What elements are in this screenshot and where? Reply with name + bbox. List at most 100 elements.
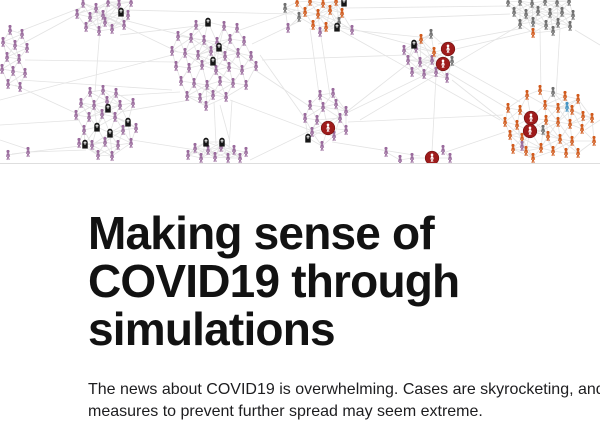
epidemic-network-visualization <box>0 0 600 164</box>
person-node-icon <box>286 22 291 34</box>
critical-case-icon <box>320 120 336 136</box>
person-node-icon <box>198 92 203 104</box>
person-node-icon <box>556 17 561 29</box>
person-node-icon <box>103 16 108 28</box>
person-node-icon <box>551 25 556 37</box>
tombstone-icon <box>118 7 124 17</box>
person-node-icon <box>311 19 316 31</box>
person-node-icon <box>238 152 243 163</box>
person-node-icon <box>565 101 570 113</box>
page-title-line: simulations <box>88 303 336 355</box>
person-node-icon <box>117 0 122 10</box>
person-node-icon <box>96 149 101 161</box>
critical-case-icon <box>424 150 440 163</box>
person-node-icon <box>592 135 597 147</box>
tombstone-icon <box>125 117 131 127</box>
person-node-icon <box>129 137 134 149</box>
person-node-icon <box>331 87 336 99</box>
person-node-icon <box>551 145 556 157</box>
person-node-icon <box>318 89 323 101</box>
tombstone-icon <box>334 22 340 32</box>
person-node-icon <box>224 91 229 103</box>
person-node-icon <box>97 25 102 37</box>
person-node-icon <box>254 60 259 72</box>
tombstone-icon <box>210 56 216 66</box>
person-node-icon <box>84 21 89 33</box>
person-node-icon <box>13 39 18 51</box>
person-node-icon <box>209 45 214 57</box>
person-node-icon <box>539 142 544 154</box>
critical-case-icon <box>435 56 451 72</box>
person-node-icon <box>75 8 80 20</box>
person-node-icon <box>283 2 288 14</box>
person-node-icon <box>116 139 121 151</box>
person-node-icon <box>568 20 573 32</box>
tombstone-icon <box>305 133 311 143</box>
person-node-icon <box>110 23 115 35</box>
person-node-icon <box>244 146 249 158</box>
tombstone-icon <box>203 137 209 147</box>
person-node-icon <box>131 97 136 109</box>
person-node-icon <box>580 123 585 135</box>
person-node-icon <box>183 47 188 59</box>
person-node-icon <box>186 149 191 161</box>
tombstone-icon <box>94 122 100 132</box>
person-node-icon <box>236 47 241 59</box>
tombstone-icon <box>411 39 417 49</box>
article-header: Making sense of COVID19 through simulati… <box>88 209 600 423</box>
person-node-icon <box>185 90 190 102</box>
person-node-icon <box>18 81 23 93</box>
critical-case-icon <box>522 123 538 139</box>
person-node-icon <box>25 42 30 54</box>
person-node-icon <box>211 89 216 101</box>
person-node-icon <box>88 86 93 98</box>
person-node-icon <box>576 147 581 159</box>
person-node-icon <box>508 129 513 141</box>
tombstone-icon <box>219 137 225 147</box>
person-node-icon <box>193 142 198 154</box>
person-node-icon <box>350 24 355 36</box>
person-node-icon <box>244 79 249 91</box>
person-node-icon <box>240 64 245 76</box>
person-node-icon <box>26 146 31 158</box>
person-node-icon <box>129 0 134 8</box>
network-graph-canvas <box>0 0 600 163</box>
tombstone-icon <box>105 103 111 113</box>
tombstone-icon <box>216 42 222 52</box>
person-node-icon <box>204 100 209 112</box>
person-node-icon <box>295 0 300 8</box>
tombstone-icon <box>107 128 113 138</box>
page-title-line: Making sense of <box>88 207 435 259</box>
person-node-icon <box>518 18 523 30</box>
person-node-icon <box>511 143 516 155</box>
person-node-icon <box>6 78 11 90</box>
person-node-icon <box>1 36 6 48</box>
person-node-icon <box>122 19 127 31</box>
person-node-icon <box>227 61 232 73</box>
tombstone-icon <box>341 0 347 7</box>
person-node-icon <box>320 140 325 152</box>
person-node-icon <box>334 98 339 110</box>
critical-case-icon <box>440 41 456 57</box>
person-node-icon <box>520 140 525 152</box>
person-node-icon <box>226 152 231 163</box>
person-node-icon <box>531 27 536 39</box>
person-node-icon <box>448 152 453 163</box>
person-node-icon <box>445 72 450 84</box>
person-node-icon <box>110 150 115 162</box>
intro-line: measures to prevent further spread may s… <box>88 403 483 420</box>
person-node-icon <box>384 146 389 158</box>
person-node-icon <box>344 124 349 136</box>
intro-paragraph: The news about COVID19 is overwhelming. … <box>88 379 600 423</box>
intro-line: The news about COVID19 is overwhelming. … <box>88 381 600 398</box>
person-node-icon <box>199 152 204 163</box>
tombstone-icon <box>205 17 211 27</box>
page-title-line: COVID19 through <box>88 255 460 307</box>
tombstone-icon <box>82 139 88 149</box>
person-node-icon <box>441 144 446 156</box>
person-node-icon <box>531 152 536 163</box>
person-node-icon <box>213 151 218 163</box>
page-title: Making sense of COVID19 through simulati… <box>88 209 560 353</box>
person-node-icon <box>6 149 11 161</box>
person-node-icon <box>318 26 323 38</box>
